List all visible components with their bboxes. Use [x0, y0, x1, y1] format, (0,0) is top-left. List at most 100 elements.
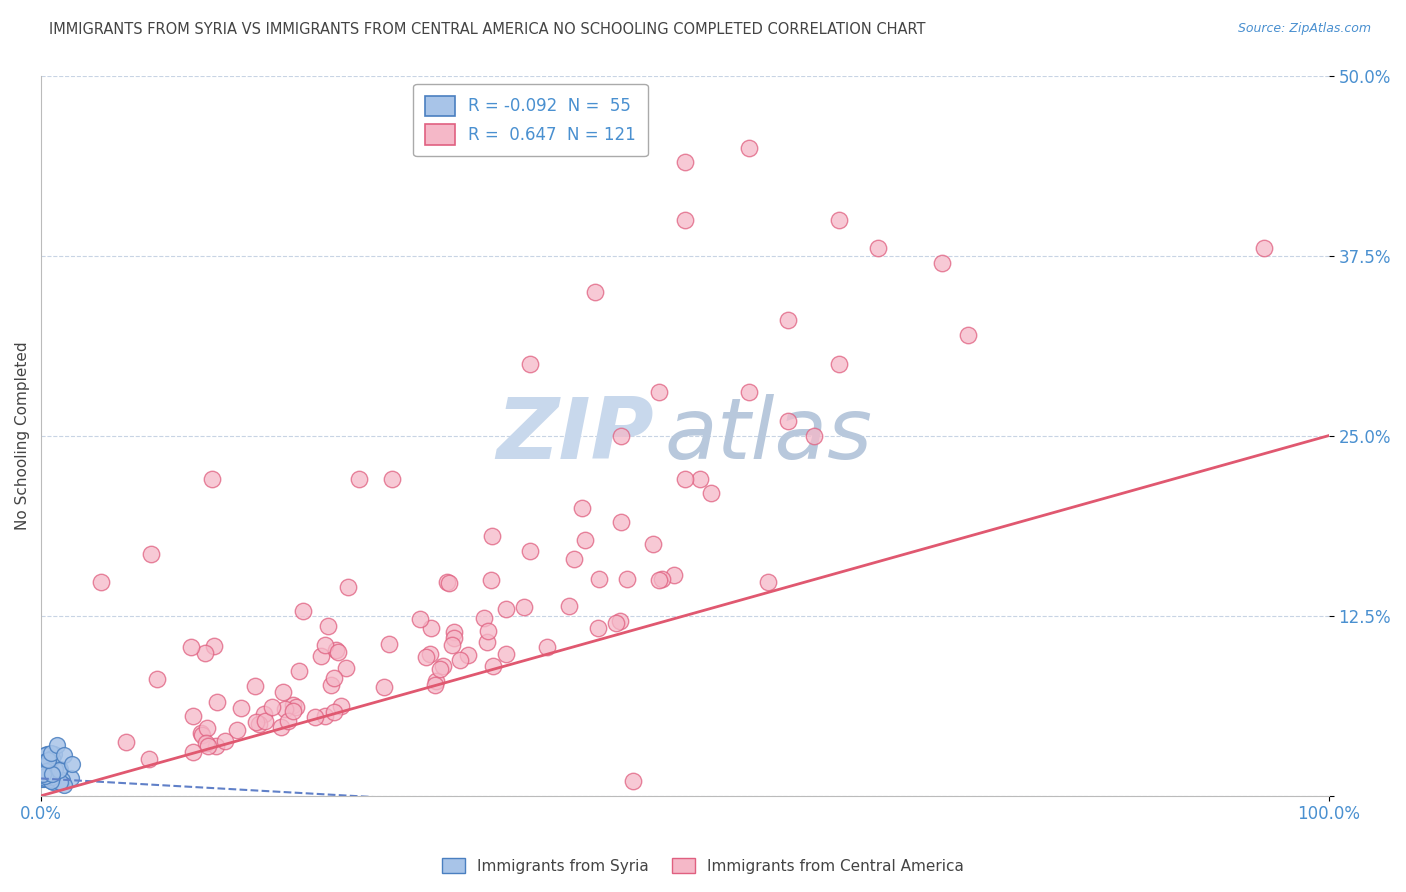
Point — [35, 767, 58, 781]
Point — [35, 764, 58, 778]
Point — [195, 736, 218, 750]
Point — [335, 661, 357, 675]
Point — [51, 772, 73, 787]
Point — [191, 728, 214, 742]
Point — [519, 544, 541, 558]
Text: atlas: atlas — [665, 394, 873, 477]
Point — [931, 256, 953, 270]
Point — [756, 575, 779, 590]
Point — [249, 717, 271, 731]
Point — [616, 573, 638, 587]
Point — [38, 761, 60, 775]
Point — [277, 714, 299, 729]
Point — [482, 659, 505, 673]
Point — [39, 768, 62, 782]
Point — [336, 580, 359, 594]
Point — [651, 572, 673, 586]
Point — [253, 714, 276, 728]
Point — [35, 747, 58, 761]
Point — [35, 770, 58, 784]
Point — [673, 472, 696, 486]
Point — [48, 763, 70, 777]
Point — [409, 612, 432, 626]
Point — [31, 756, 53, 770]
Point — [477, 624, 499, 639]
Point — [828, 212, 851, 227]
Point — [420, 621, 443, 635]
Point — [472, 611, 495, 625]
Point — [31, 770, 53, 784]
Point — [583, 285, 606, 299]
Point — [190, 726, 212, 740]
Point — [115, 735, 138, 749]
Point — [776, 414, 799, 428]
Point — [34, 747, 56, 762]
Point — [449, 653, 471, 667]
Point — [519, 357, 541, 371]
Point — [53, 778, 76, 792]
Point — [443, 632, 465, 646]
Point — [776, 313, 799, 327]
Point — [558, 599, 581, 613]
Point — [31, 760, 53, 774]
Point — [146, 672, 169, 686]
Point — [34, 759, 56, 773]
Point — [323, 671, 346, 685]
Point — [284, 700, 307, 714]
Point — [262, 700, 284, 714]
Point — [194, 646, 217, 660]
Point — [32, 771, 55, 785]
Point — [243, 679, 266, 693]
Point — [34, 759, 56, 773]
Point — [321, 678, 343, 692]
Point — [181, 745, 204, 759]
Point — [443, 624, 465, 639]
Point — [586, 621, 609, 635]
Point — [138, 751, 160, 765]
Point — [31, 772, 53, 786]
Point — [253, 707, 276, 722]
Legend: R = -0.092  N =  55, R =  0.647  N = 121: R = -0.092 N = 55, R = 0.647 N = 121 — [413, 84, 648, 156]
Point — [432, 658, 454, 673]
Point — [195, 721, 218, 735]
Point — [957, 327, 980, 342]
Point — [45, 739, 67, 753]
Point — [609, 515, 631, 529]
Point — [35, 769, 58, 783]
Point — [41, 746, 63, 760]
Point — [37, 756, 59, 770]
Point — [641, 537, 664, 551]
Point — [34, 769, 56, 783]
Point — [329, 698, 352, 713]
Point — [304, 710, 326, 724]
Text: IMMIGRANTS FROM SYRIA VS IMMIGRANTS FROM CENTRAL AMERICA NO SCHOOLING COMPLETED : IMMIGRANTS FROM SYRIA VS IMMIGRANTS FROM… — [49, 22, 925, 37]
Point — [226, 723, 249, 737]
Point — [39, 774, 62, 789]
Point — [38, 772, 60, 786]
Point — [326, 644, 349, 658]
Point — [288, 664, 311, 678]
Point — [35, 759, 58, 773]
Point — [381, 472, 404, 486]
Point — [738, 140, 761, 154]
Point — [571, 500, 593, 515]
Point — [48, 762, 70, 776]
Point — [828, 357, 851, 371]
Point — [37, 770, 59, 784]
Point — [648, 385, 671, 400]
Point — [738, 385, 761, 400]
Legend: Immigrants from Syria, Immigrants from Central America: Immigrants from Syria, Immigrants from C… — [436, 852, 970, 880]
Point — [314, 638, 336, 652]
Point — [866, 241, 889, 255]
Point — [673, 212, 696, 227]
Point — [309, 648, 332, 663]
Point — [477, 635, 499, 649]
Point — [35, 768, 58, 782]
Point — [441, 638, 464, 652]
Point — [37, 768, 59, 782]
Point — [481, 529, 503, 543]
Point — [42, 774, 65, 789]
Point — [180, 640, 202, 654]
Point — [181, 708, 204, 723]
Point — [35, 765, 58, 780]
